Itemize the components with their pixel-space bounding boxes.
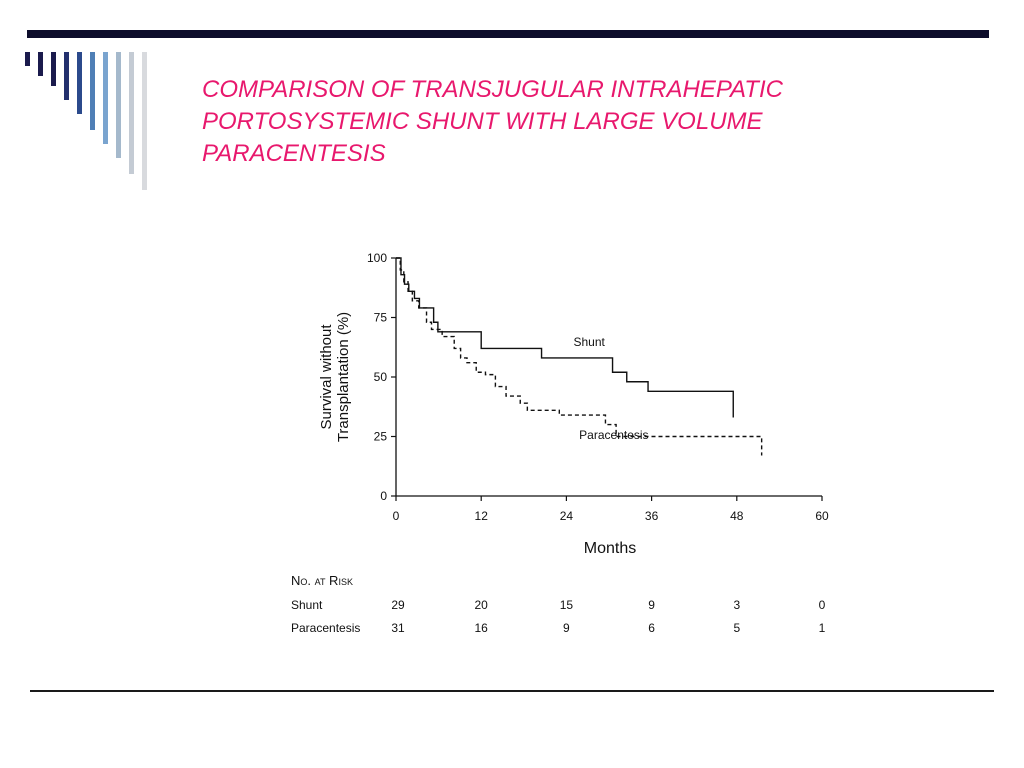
chart-axes: 0 25 50 75 100 0 12 24 36 48 60 (367, 251, 829, 523)
series-line-paracentesis (396, 257, 763, 456)
x-tick-label: 12 (475, 509, 489, 523)
decorative-stripe (25, 52, 30, 66)
risk-cell: 1 (818, 621, 826, 635)
decorative-stripe (103, 52, 108, 144)
slide-title-line-2: PORTOSYSTEMIC SHUNT WITH LARGE VOLUME (202, 108, 763, 135)
risk-cell: 20 (474, 598, 488, 612)
y-axis-title-line-1: Survival without (318, 324, 335, 430)
series-line-shunt (396, 257, 734, 418)
slide-title-line-3: PARACENTESIS (202, 140, 386, 167)
decorative-stripe (38, 52, 43, 76)
decorative-stripe (51, 52, 56, 86)
risk-cell: 29 (391, 598, 405, 612)
x-axis-title: Months (584, 540, 636, 557)
risk-cell: 15 (559, 598, 574, 612)
y-tick-label: 100 (367, 251, 387, 265)
risk-cell: 0 (818, 598, 826, 612)
x-tick-label: 36 (645, 509, 659, 523)
risk-table-heading: No. at Risk (291, 573, 353, 588)
x-tick-label: 0 (393, 509, 400, 523)
y-axis-title-line-2: Transplantation (%) (335, 312, 352, 442)
chart-series: Shunt Paracentesis (396, 257, 763, 456)
slide-title-line-1: COMPARISON OF TRANSJUGULAR INTRAHEPATIC (202, 76, 783, 103)
series-label-paracentesis: Paracentesis (579, 428, 648, 442)
x-tick-label: 60 (815, 509, 829, 523)
risk-cell: 9 (563, 621, 570, 635)
risk-table-row: Paracentesis 31 16 9 6 5 1 (0, 621, 1024, 637)
top-rule (27, 30, 989, 38)
series-label-shunt: Shunt (574, 335, 606, 349)
y-tick-label: 0 (380, 489, 387, 503)
decorative-stripe (77, 52, 82, 114)
risk-row-label: Shunt (291, 598, 323, 612)
risk-row-label: Paracentesis (291, 621, 361, 635)
decorative-stripe (90, 52, 95, 130)
decorative-stripe (64, 52, 69, 100)
risk-cell: 3 (733, 598, 741, 612)
decorative-stripe (116, 52, 121, 158)
risk-cell: 5 (733, 621, 741, 635)
risk-cell: 6 (648, 621, 655, 635)
decorative-stripe (142, 52, 147, 190)
risk-cell: 9 (648, 598, 655, 612)
decorative-stripe (129, 52, 134, 174)
y-tick-label: 75 (374, 311, 388, 325)
decorative-stripes (0, 0, 170, 210)
risk-table-row: Shunt 29 20 15 9 3 0 (0, 598, 1024, 614)
y-tick-label: 50 (374, 370, 388, 384)
bottom-rule (30, 690, 994, 692)
risk-cell: 16 (474, 621, 488, 635)
x-tick-label: 48 (730, 509, 744, 523)
y-tick-label: 25 (374, 430, 388, 444)
risk-cell: 31 (391, 621, 405, 635)
slide-title: COMPARISON OF TRANSJUGULAR INTRAHEPATIC … (202, 74, 962, 170)
x-tick-label: 24 (560, 509, 574, 523)
